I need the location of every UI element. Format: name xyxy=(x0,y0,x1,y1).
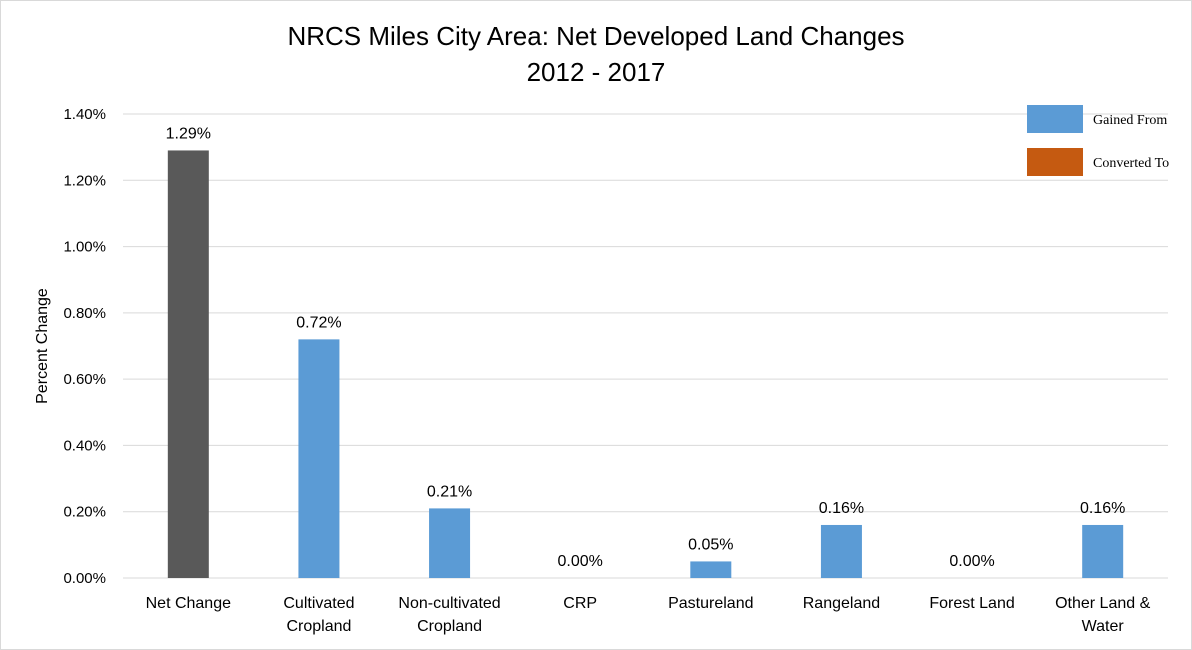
x-axis-categories: Net Change Cultivated Cropland Non-cultivat… xyxy=(146,595,1151,635)
y-tick-label: 0.60% xyxy=(63,371,106,388)
data-labels: 1.29% 0.72% 0.21% 0.00% 0.05% 0.16% 0.00% 0.16% xyxy=(166,125,1126,570)
y-tick-label: 1.00% xyxy=(63,239,106,256)
x-category-label: Cropland xyxy=(286,618,351,635)
y-axis-label: Percent Change xyxy=(34,288,51,404)
data-label: 0.00% xyxy=(558,553,603,570)
x-category-label: Other Land & xyxy=(1055,595,1151,612)
data-label: 0.21% xyxy=(427,483,472,500)
chart-subtitle: 2012 - 2017 xyxy=(527,57,666,87)
bar-4 xyxy=(690,561,732,578)
legend-swatch xyxy=(1027,148,1083,176)
y-axis-ticks: 0.00% 0.20% 0.40% 0.60% 0.80% 1.00% 1.20% 1.40% xyxy=(63,106,106,587)
x-category-label: Pastureland xyxy=(668,595,753,612)
x-category-label: Water xyxy=(1082,618,1125,635)
bar-7 xyxy=(1082,524,1124,578)
bar-5 xyxy=(820,524,862,578)
y-tick-label: 0.80% xyxy=(63,305,106,322)
legend-label: Gained From xyxy=(1093,113,1167,128)
y-tick-label: 0.20% xyxy=(63,504,106,521)
legend-label: Converted To xyxy=(1093,156,1169,171)
data-label: 0.72% xyxy=(296,314,341,331)
x-category-label: Cropland xyxy=(417,618,482,635)
x-category-label: Net Change xyxy=(146,595,231,612)
data-label: 0.16% xyxy=(1080,500,1125,517)
y-tick-label: 1.40% xyxy=(63,106,106,123)
x-category-label: Non-cultivated xyxy=(398,595,500,612)
data-label: 0.05% xyxy=(688,536,733,553)
bar-2 xyxy=(429,508,471,578)
bar-0 xyxy=(167,150,209,578)
x-category-label: Cultivated xyxy=(283,595,354,612)
x-category-label: CRP xyxy=(563,595,597,612)
x-category-label: Forest Land xyxy=(929,595,1014,612)
legend: Gained From Converted To xyxy=(1027,105,1169,176)
gridlines xyxy=(123,113,1168,579)
y-tick-label: 1.20% xyxy=(63,172,106,189)
y-tick-label: 0.00% xyxy=(63,570,106,587)
x-category-label: Rangeland xyxy=(803,595,880,612)
bars xyxy=(167,150,1124,578)
y-tick-label: 0.40% xyxy=(63,437,106,454)
data-label: 0.00% xyxy=(949,553,994,570)
legend-swatch xyxy=(1027,105,1083,133)
bar-1 xyxy=(298,339,340,578)
data-label: 1.29% xyxy=(166,125,211,142)
chart-title: NRCS Miles City Area: Net Developed Land… xyxy=(287,21,904,51)
data-label: 0.16% xyxy=(819,500,864,517)
